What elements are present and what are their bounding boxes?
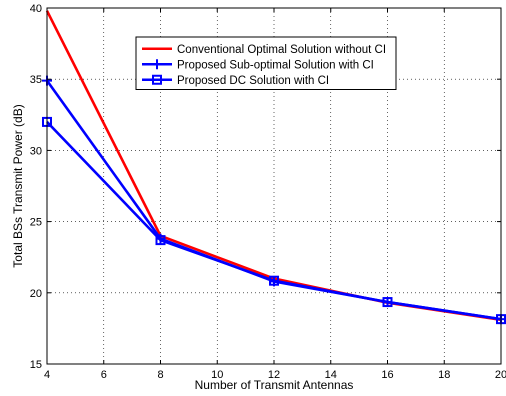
series-3-point-marker: [382, 297, 393, 308]
y-tick-label: 30: [30, 145, 42, 157]
x-tick-label: 16: [381, 369, 393, 381]
x-tick-label: 8: [157, 369, 163, 381]
legend-label: Proposed Sub-optimal Solution with CI: [177, 59, 374, 71]
y-tick-label: 35: [30, 74, 42, 86]
legend-swatch-marker: [152, 74, 162, 85]
x-tick-label: 14: [325, 369, 337, 381]
x-tick-label: 6: [101, 369, 107, 381]
x-axis-label: Number of Transmit Antennas: [195, 378, 354, 392]
x-tick-label: 18: [438, 369, 450, 381]
x-tick-label: 12: [268, 369, 280, 381]
legend-box: [135, 36, 397, 90]
legend-item: Conventional Optimal Solution without CI: [142, 44, 386, 56]
legend-label: Conventional Optimal Solution without CI: [177, 44, 386, 56]
y-axis-label: Total BSs Transmit Power (dB): [11, 104, 25, 267]
y-tick-label: 25: [30, 217, 42, 229]
x-tick-label: 10: [211, 369, 223, 381]
axis-ticks: 4 6 8 10 12 14 16 18 20 15 20 25 30 35 40: [30, 3, 506, 381]
legend: Conventional Optimal Solution without CI…: [135, 36, 397, 90]
y-tick-label: 20: [30, 288, 42, 300]
y-tick-label: 15: [30, 359, 42, 371]
legend-label: Proposed DC Solution with CI: [177, 75, 329, 87]
legend-item: Proposed DC Solution with CI: [142, 74, 329, 87]
x-tick-label: 20: [495, 369, 506, 381]
series-3-point-marker: [155, 235, 166, 246]
series-3-line: [46, 121, 502, 321]
series-3-point-marker: [269, 275, 279, 286]
y-tick-label: 40: [30, 3, 42, 15]
legend-item: Proposed Sub-optimal Solution with CI: [142, 59, 374, 71]
x-tick-label: 4: [44, 369, 50, 381]
